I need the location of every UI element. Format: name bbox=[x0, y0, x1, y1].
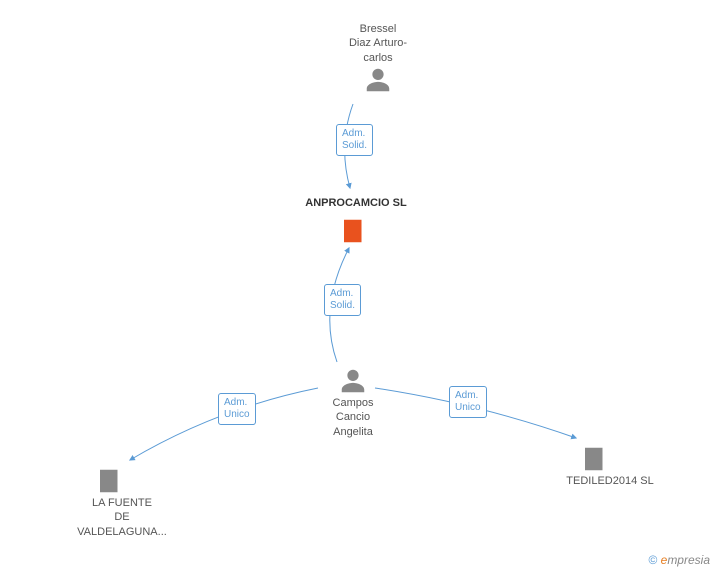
edge-label-3: Adm.Unico bbox=[449, 386, 487, 418]
building-icon bbox=[339, 216, 369, 246]
node-label-n5: TEDILED2014 SL bbox=[555, 474, 665, 488]
edge-label-2: Adm.Unico bbox=[218, 393, 256, 425]
edge-label-1: Adm.Solid. bbox=[324, 284, 361, 316]
node-label: CamposCancioAngelita bbox=[310, 396, 396, 439]
edge-label-0: Adm.Solid. bbox=[336, 124, 373, 156]
person-icon bbox=[338, 366, 368, 396]
node-n3[interactable]: CamposCancioAngelita bbox=[310, 366, 396, 439]
watermark: © empresia bbox=[648, 553, 710, 567]
node-label: BresselDiaz Arturo-carlos bbox=[335, 22, 421, 65]
node-label-n2: ANPROCAMCIO SL bbox=[296, 196, 416, 210]
building-icon bbox=[95, 466, 125, 496]
node-n5[interactable] bbox=[580, 440, 610, 474]
node-n1[interactable]: BresselDiaz Arturo-carlos bbox=[335, 22, 421, 95]
node-n4[interactable] bbox=[95, 462, 125, 496]
copyright-symbol: © bbox=[648, 553, 657, 567]
watermark-rest: mpresia bbox=[667, 553, 710, 567]
node-n2[interactable] bbox=[339, 212, 369, 246]
node-label-n4: LA FUENTEDEVALDELAGUNA... bbox=[72, 496, 172, 539]
building-icon bbox=[580, 444, 610, 474]
person-icon bbox=[363, 65, 393, 95]
